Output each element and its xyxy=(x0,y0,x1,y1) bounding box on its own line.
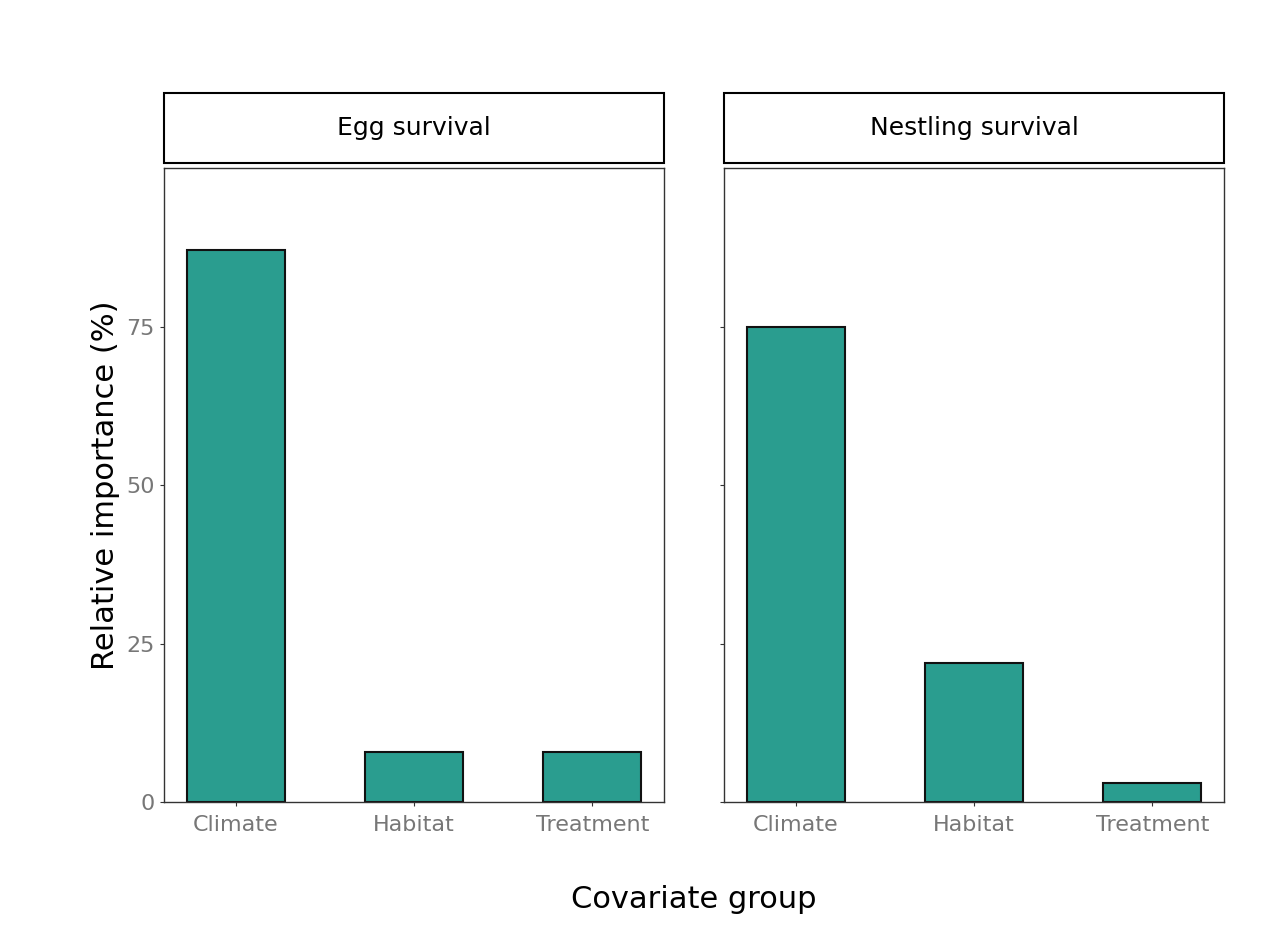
Text: Covariate group: Covariate group xyxy=(572,885,817,914)
Bar xyxy=(747,327,844,802)
Bar xyxy=(544,752,641,802)
Bar xyxy=(365,752,463,802)
Text: Egg survival: Egg survival xyxy=(337,117,491,140)
Bar xyxy=(1103,784,1201,802)
Bar xyxy=(925,662,1023,802)
Text: Nestling survival: Nestling survival xyxy=(870,117,1079,140)
Y-axis label: Relative importance (%): Relative importance (%) xyxy=(91,300,120,670)
Bar xyxy=(187,250,285,802)
